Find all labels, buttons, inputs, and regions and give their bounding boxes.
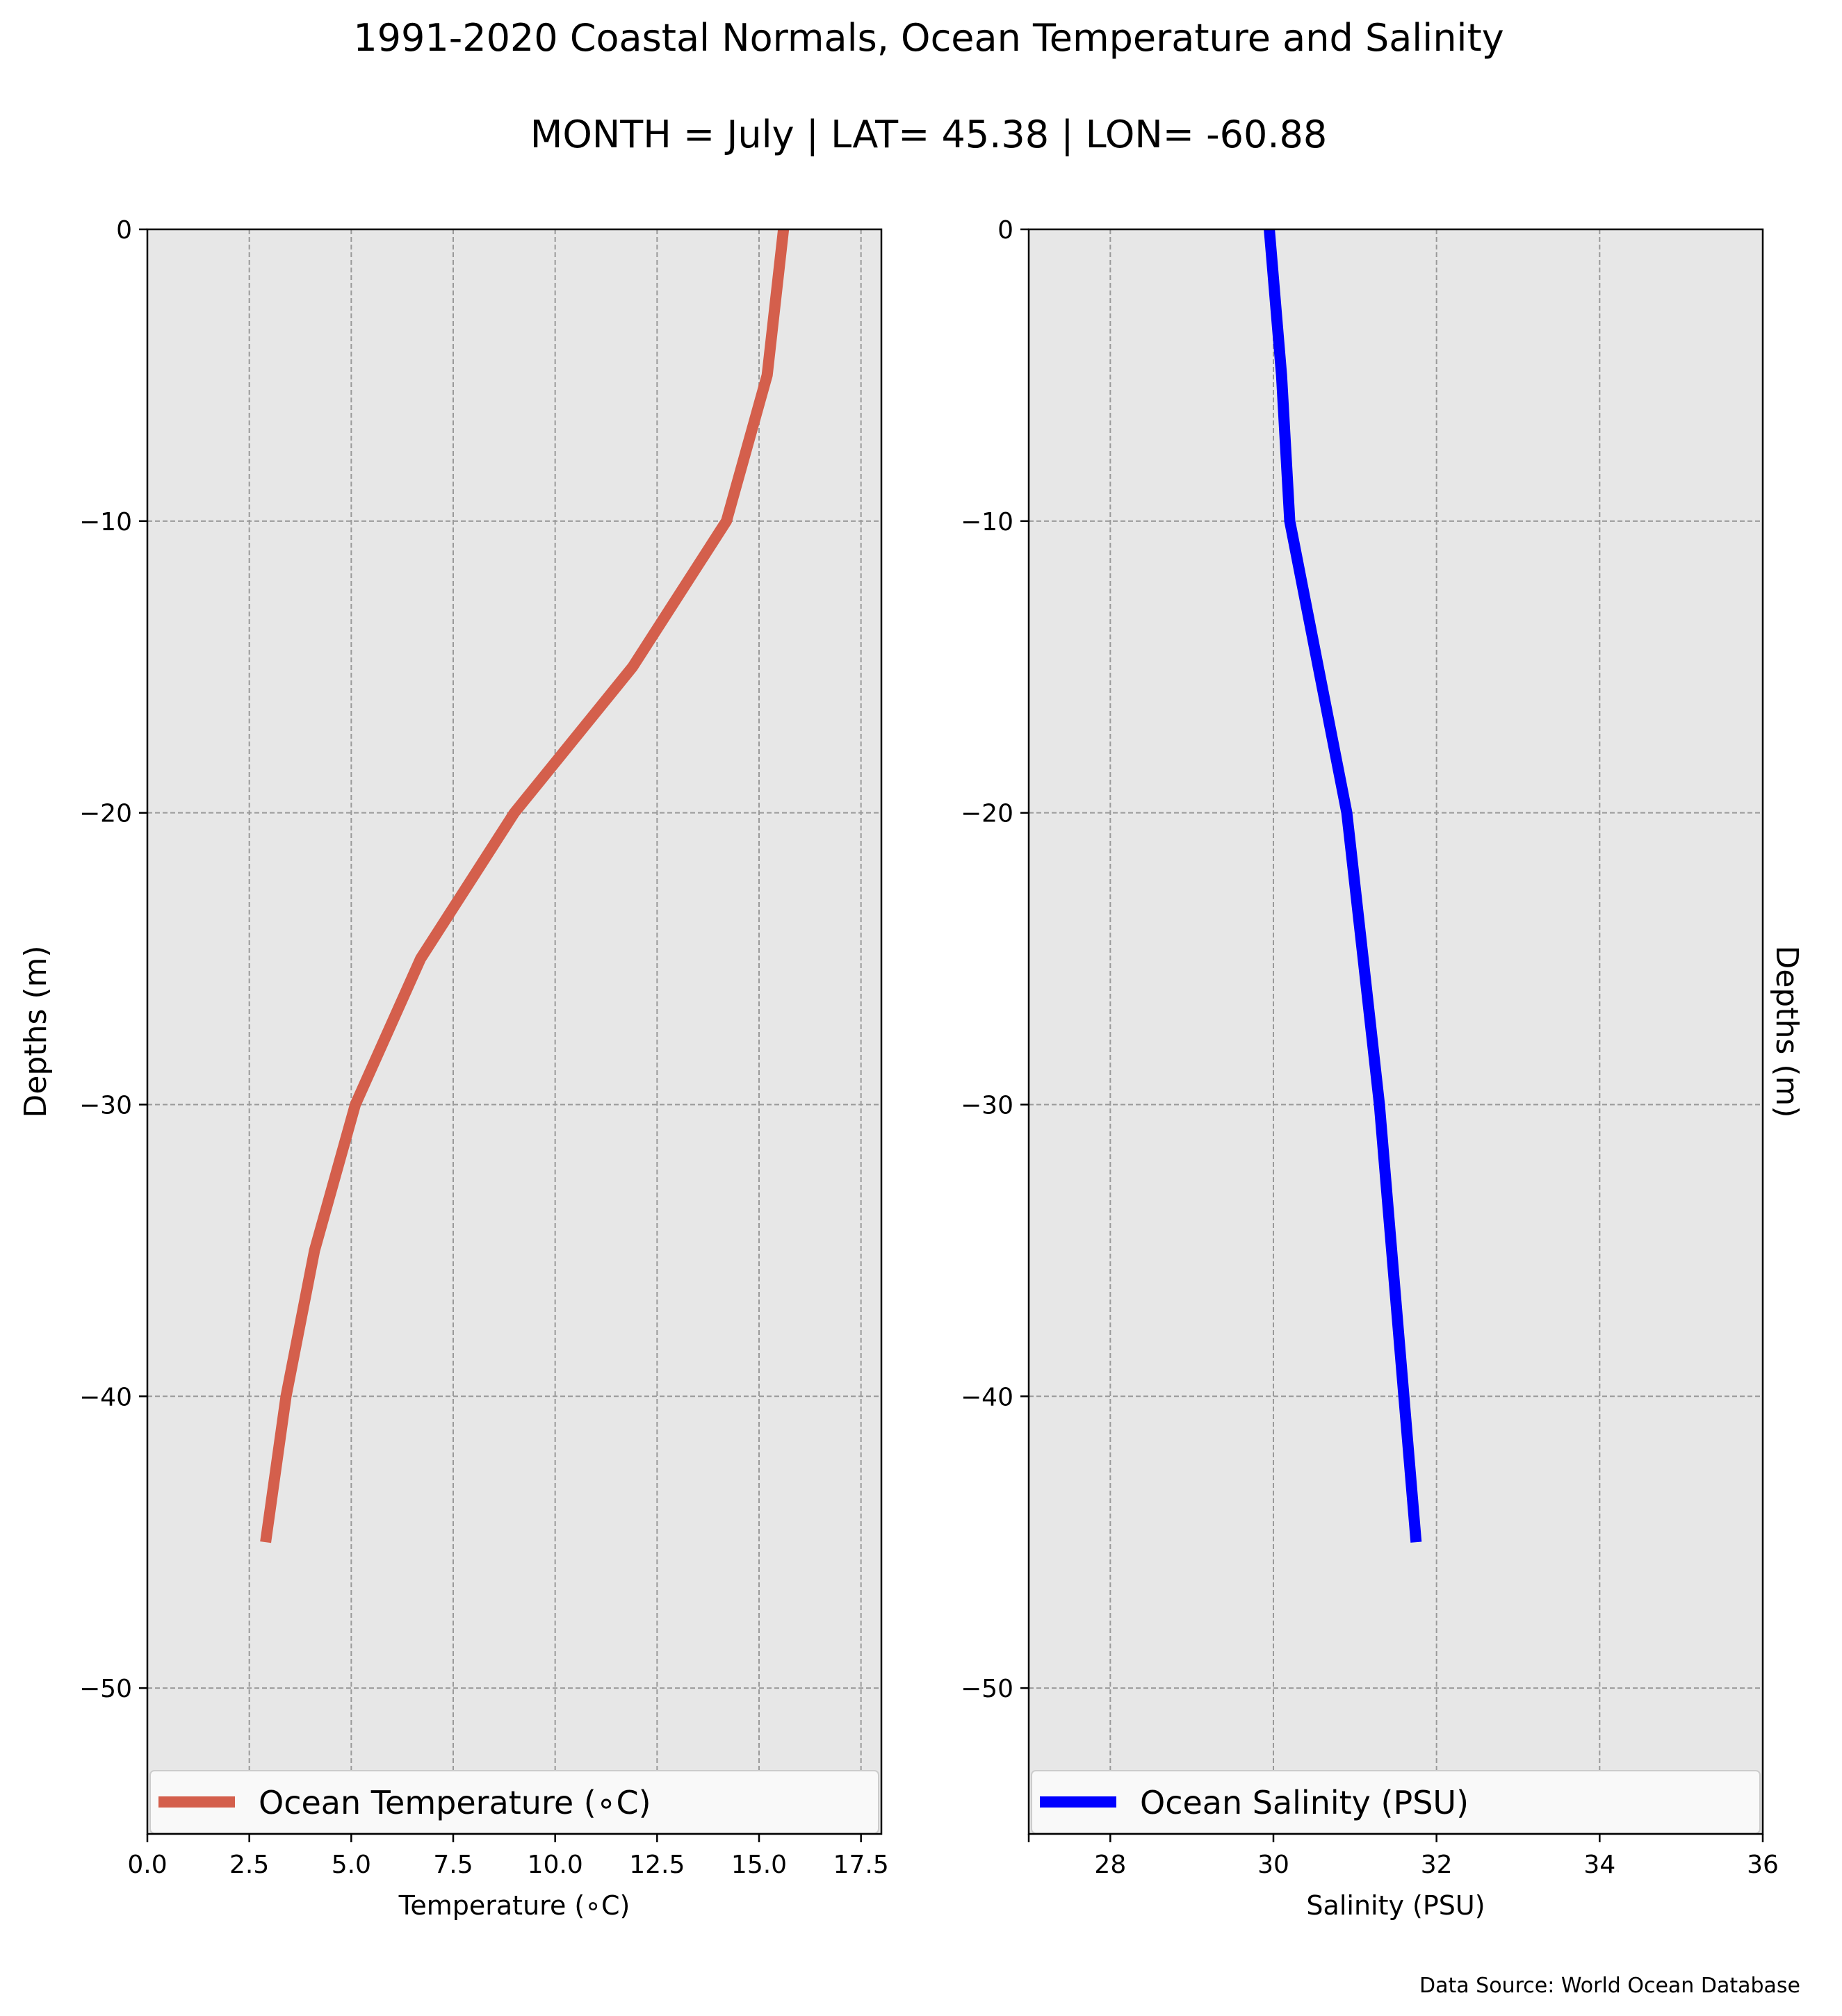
x-tick-label: 2.5 — [229, 1851, 269, 1879]
y-tick-label: 0 — [997, 216, 1013, 245]
x-axis-label: Temperature (∘C) — [398, 1890, 630, 1921]
x-axis-label: Salinity (PSU) — [1306, 1890, 1485, 1921]
x-tick-label: 7.5 — [433, 1851, 473, 1879]
x-tick-label: 10.0 — [528, 1851, 583, 1879]
x-tick-label: 5.0 — [332, 1851, 371, 1879]
x-tick-label: 32 — [1421, 1851, 1453, 1879]
y-tick-label: 0 — [116, 216, 132, 245]
y-tick-label: −20 — [79, 800, 132, 828]
x-tick-label: 30 — [1257, 1851, 1289, 1879]
x-tick-label: 17.5 — [833, 1851, 889, 1879]
y-axis-label: Depths (m) — [18, 945, 54, 1117]
plot-area — [1029, 229, 1763, 1834]
figure-title: 1991-2020 Coastal Normals, Ocean Tempera… — [353, 16, 1503, 60]
x-tick-label: 0.0 — [127, 1851, 167, 1879]
figure-subtitle: MONTH = July | LAT= 45.38 | LON= -60.88 — [530, 113, 1327, 156]
x-tick-label: 34 — [1583, 1851, 1615, 1879]
plot-area — [147, 229, 881, 1834]
y-tick-label: −30 — [961, 1091, 1013, 1120]
x-tick-label: 12.5 — [629, 1851, 685, 1879]
axes-frame — [1027, 228, 1764, 1835]
series-line-0 — [260, 229, 790, 1543]
salinity-chart: Ocean Salinity (PSU) 28 30 32 34 36 0 −10 −20 −30… — [961, 216, 1804, 1921]
y-tick-label: −10 — [79, 508, 132, 536]
legend-label: Ocean Salinity (PSU) — [1140, 1784, 1469, 1821]
y-tick-label: −20 — [961, 800, 1013, 828]
x-tick-label: 28 — [1094, 1851, 1126, 1879]
legend-label: Ocean Temperature (∘C) — [259, 1784, 651, 1821]
x-tick-label: 15.0 — [731, 1851, 787, 1879]
source-note: Data Source: World Ocean Database — [1419, 1974, 1800, 1998]
y-tick-label: −40 — [961, 1383, 1013, 1411]
y-tick-label: −40 — [79, 1383, 132, 1411]
x-tick-label: 36 — [1747, 1851, 1779, 1879]
axes-frame — [146, 228, 883, 1835]
y-tick-label: −30 — [79, 1091, 132, 1120]
y-tick-label: −10 — [961, 508, 1013, 536]
y-tick-label: −50 — [961, 1675, 1013, 1703]
series-line-0 — [1264, 229, 1422, 1543]
y-axis-label: Depths (m) — [1769, 945, 1804, 1117]
temperature-chart: Ocean Temperature (∘C) 0.0 2.5 5.0 7.5 10.0 12… — [18, 216, 889, 1921]
y-tick-label: −50 — [79, 1675, 132, 1703]
